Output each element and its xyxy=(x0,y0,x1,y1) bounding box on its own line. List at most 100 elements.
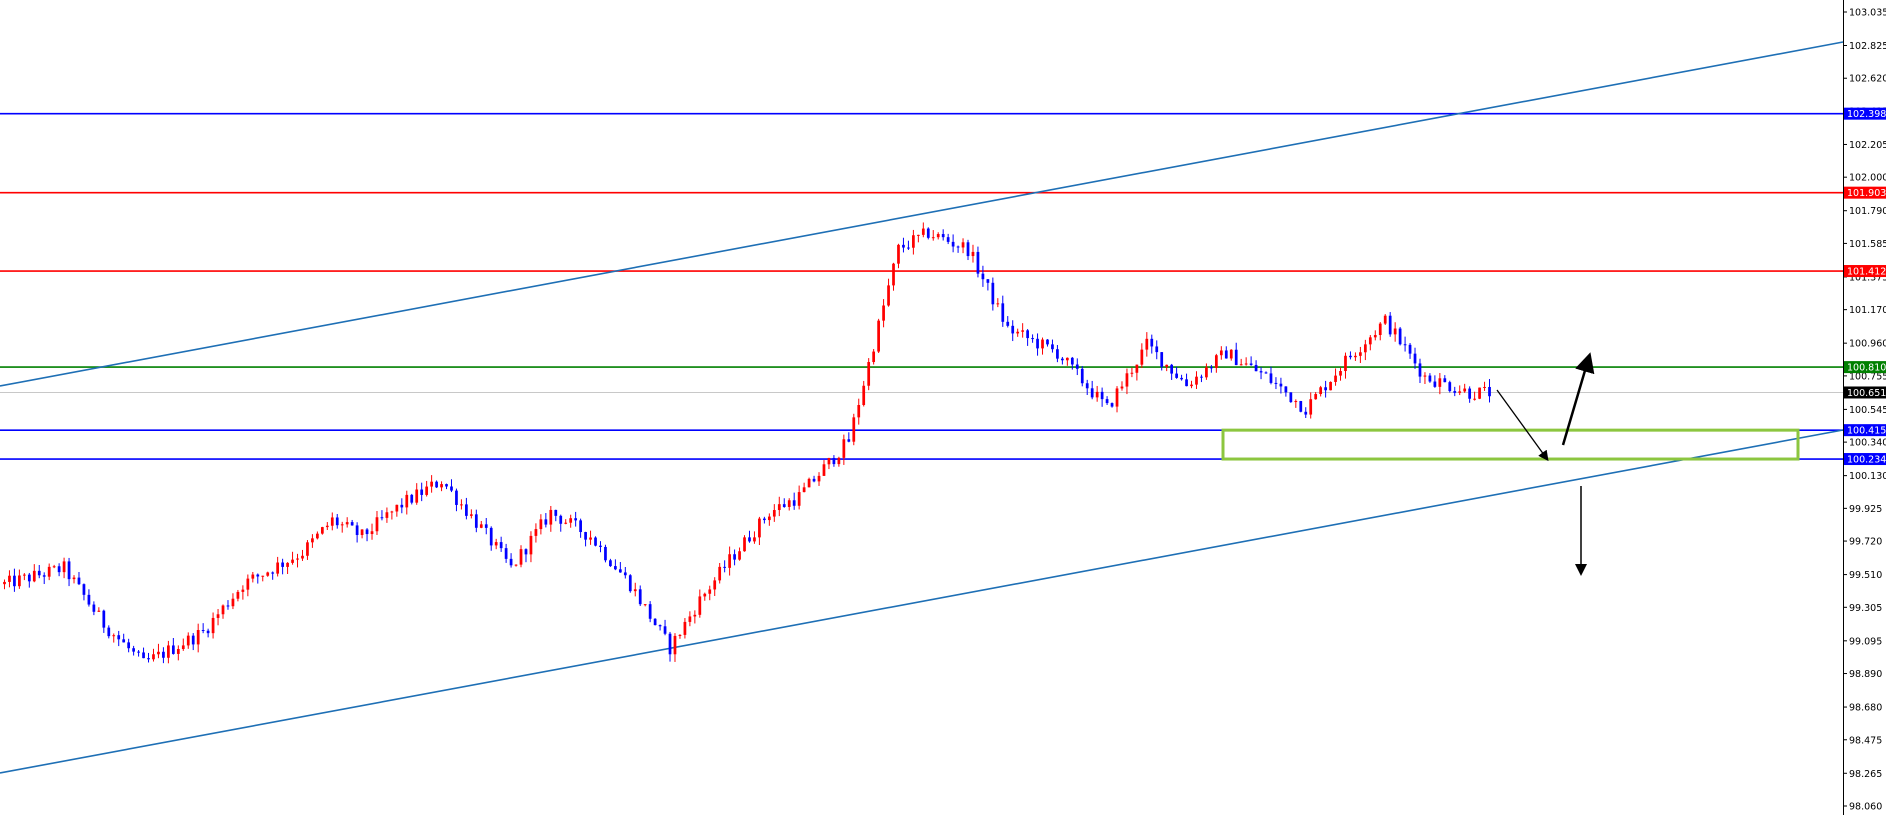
candle-body xyxy=(460,504,463,506)
y-tick-label: 100.755 xyxy=(1849,371,1886,382)
candle-body xyxy=(539,519,543,530)
candle-body xyxy=(1423,375,1427,377)
candle-body xyxy=(335,517,339,526)
candle-body xyxy=(1130,372,1134,374)
candle-body xyxy=(306,542,309,556)
candle-body xyxy=(474,514,478,528)
candle-body xyxy=(301,555,304,559)
candle-body xyxy=(857,404,861,418)
candle-body xyxy=(946,237,950,242)
candle-body xyxy=(1155,346,1159,353)
candle-body xyxy=(1478,387,1481,399)
candle-body xyxy=(1100,391,1104,400)
candle-body xyxy=(763,518,766,521)
candle-body xyxy=(1309,399,1313,415)
price-tag-bg xyxy=(1844,107,1886,120)
price-tag-bg xyxy=(1844,453,1886,466)
candle-body xyxy=(1195,376,1198,385)
candle-body xyxy=(276,562,280,574)
candle-body xyxy=(1036,338,1039,349)
candle-body xyxy=(147,658,150,660)
y-tick-label: 99.305 xyxy=(1849,603,1882,614)
candle-body xyxy=(499,542,503,549)
candle-body xyxy=(753,537,756,542)
candle-body xyxy=(18,575,21,587)
candle-body xyxy=(494,542,498,546)
candle-body xyxy=(524,549,528,555)
candle-body xyxy=(211,617,215,634)
candle-body xyxy=(584,532,587,540)
y-tick-label: 98.475 xyxy=(1849,735,1882,746)
candle-body xyxy=(767,516,771,521)
candle-body xyxy=(395,504,399,512)
support-zone-rect xyxy=(1221,428,1800,461)
candle-body xyxy=(400,504,404,508)
candle-body xyxy=(748,537,751,542)
candle-body xyxy=(1314,394,1318,400)
candle-body xyxy=(67,561,71,580)
candle-body xyxy=(266,572,270,576)
candle-body xyxy=(435,481,438,488)
price-tag-label: 101.412 xyxy=(1847,267,1886,278)
candle-body xyxy=(887,285,890,306)
y-tick-label: 100.960 xyxy=(1849,339,1886,350)
candle-body xyxy=(782,504,786,507)
candle-body xyxy=(316,533,319,539)
candle-body xyxy=(246,578,250,590)
projection-arrows xyxy=(1496,352,1595,576)
candle-body xyxy=(1249,363,1253,365)
candle-body xyxy=(1095,391,1099,398)
candle-body xyxy=(196,630,200,645)
candle-body xyxy=(907,247,910,249)
candle-body xyxy=(534,529,538,536)
candle-body xyxy=(792,500,796,506)
candle-body xyxy=(996,303,1000,305)
candlesticks xyxy=(3,222,1491,664)
candle-body xyxy=(1349,355,1352,358)
candle-body xyxy=(529,535,533,555)
candle-body xyxy=(167,645,170,658)
candle-body xyxy=(867,362,871,386)
candle-body xyxy=(599,545,602,547)
candle-body xyxy=(718,566,722,581)
candle-body xyxy=(390,511,394,513)
candle-body xyxy=(162,651,165,658)
candle-body xyxy=(22,574,26,576)
candle-body xyxy=(1274,382,1278,384)
price-tag-bg xyxy=(1844,186,1886,199)
candle-body xyxy=(772,510,776,517)
support-zone xyxy=(1221,428,1800,461)
candle-body xyxy=(519,549,523,565)
candle-body xyxy=(415,489,419,503)
candle-body xyxy=(1115,388,1119,407)
candle-body xyxy=(1105,399,1109,404)
candle-body xyxy=(807,478,811,488)
candle-body xyxy=(1433,381,1437,387)
candle-body xyxy=(1170,364,1174,374)
candle-body xyxy=(1438,378,1442,387)
candle-body xyxy=(1344,355,1347,372)
y-tick-label: 99.095 xyxy=(1849,636,1882,647)
candle-body xyxy=(936,234,940,238)
candle-body xyxy=(872,351,876,363)
y-tick-label: 102.620 xyxy=(1849,74,1886,85)
candle-body xyxy=(256,574,260,577)
candle-body xyxy=(743,537,746,552)
candle-body xyxy=(1080,368,1084,384)
candle-body xyxy=(708,589,712,594)
price-tag-bg xyxy=(1844,265,1886,278)
price-tag-label: 100.234 xyxy=(1847,455,1886,466)
candle-body xyxy=(1413,353,1417,364)
candle-body xyxy=(1006,321,1010,326)
candle-body xyxy=(1368,337,1372,345)
candle-body xyxy=(291,559,294,563)
candle-body xyxy=(1056,349,1059,359)
candle-body xyxy=(643,604,647,606)
candle-body xyxy=(345,522,349,525)
candle-body xyxy=(738,551,741,560)
candle-body xyxy=(802,487,806,493)
price-tag-bg xyxy=(1844,424,1886,437)
candle-body xyxy=(221,605,225,615)
candle-body xyxy=(698,596,702,615)
